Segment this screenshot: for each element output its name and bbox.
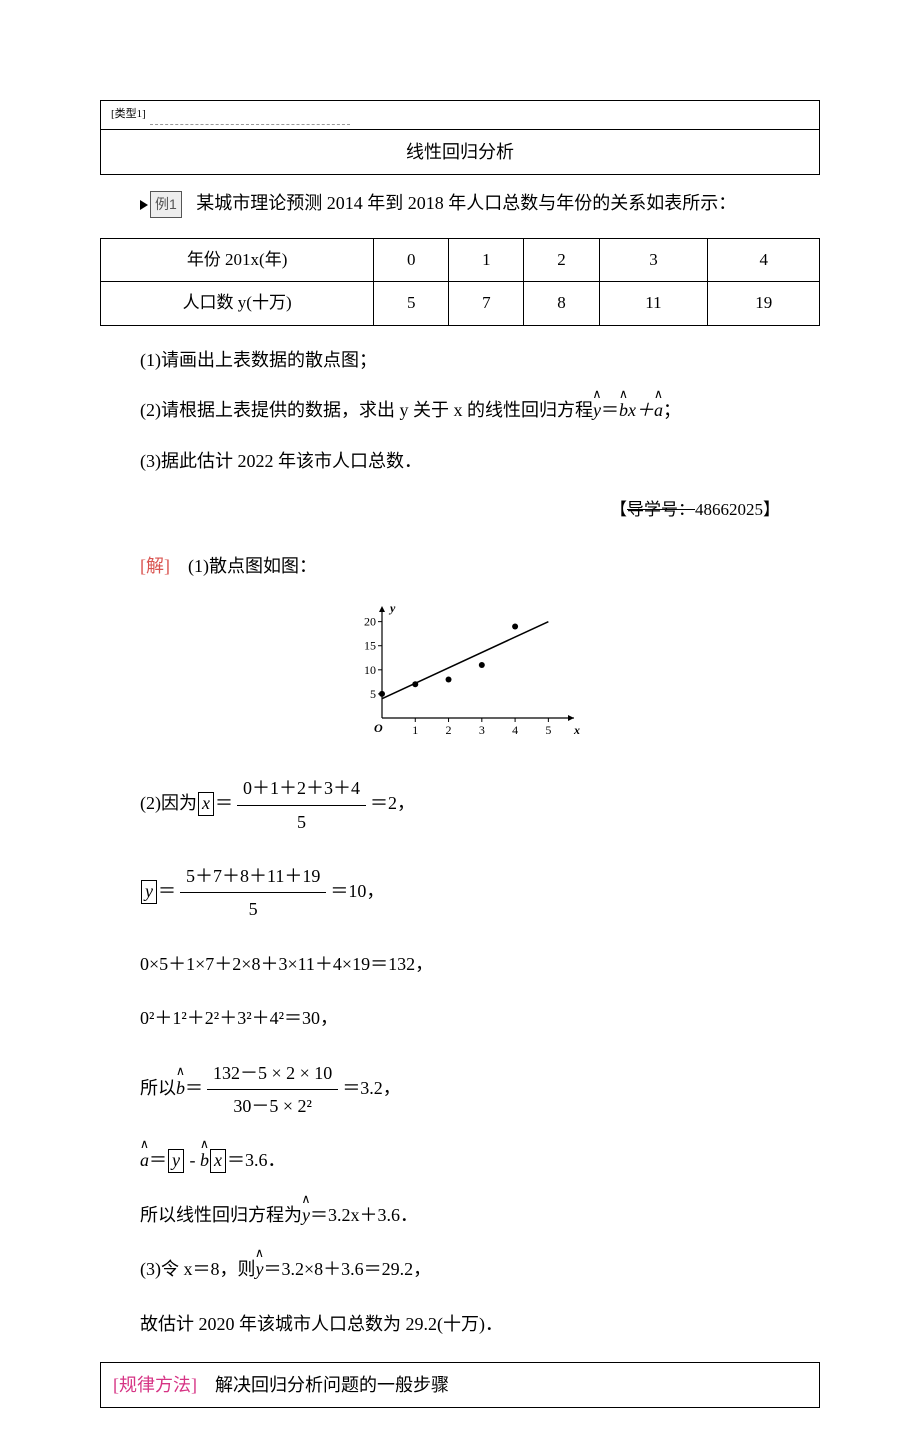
svg-text:x: x (573, 723, 580, 737)
intro-text: 某城市理论预测 2014 年到 2018 年人口总数与年份的关系如表所示： (196, 193, 736, 213)
header-title: 线性回归分析 (101, 130, 819, 174)
num: 5＋7＋8＋11＋19 (180, 860, 326, 893)
row1-label: 年份 201x(年) (101, 238, 374, 282)
y-hat: y (302, 1199, 310, 1231)
regression-line: 所以线性回归方程为y＝3.2x＋3.6． (140, 1199, 820, 1231)
type-label: [类型1] (111, 105, 146, 125)
guide-strike: 导学号： (627, 500, 695, 519)
cell: 7 (449, 282, 524, 326)
svg-text:3: 3 (479, 723, 485, 737)
rule-text: 解决回归分析问题的一般步骤 (215, 1375, 449, 1395)
bhat-val: ＝3.2， (342, 1078, 401, 1098)
xbar-box: x (210, 1149, 226, 1173)
row2-label: 人口数 y(十万) (101, 282, 374, 326)
prediction: (3)令 x＝8，则y＝3.2×8＋3.6＝29.2， (140, 1253, 820, 1285)
b-hat: b (619, 394, 628, 426)
cell: 11 (599, 282, 708, 326)
bhat-frac: 132－5 × 2 × 1030－5 × 2² (207, 1057, 338, 1123)
ahat-val: ＝3.6． (227, 1150, 286, 1170)
svg-text:5: 5 (545, 723, 551, 737)
conclusion: 故估计 2020 年该城市人口总数为 29.2(十万)． (140, 1308, 820, 1340)
underline-decoration (150, 113, 350, 125)
prefix: (2)因为 (140, 793, 197, 813)
den: 30－5 × 2² (207, 1090, 338, 1122)
a-hat: a (654, 394, 663, 426)
svg-text:O: O (374, 721, 383, 735)
question-3: (3)据此估计 2022 年该市人口总数． (140, 445, 820, 477)
num: 0＋1＋2＋3＋4 (237, 772, 366, 805)
example-intro: 例1 某城市理论预测 2014 年到 2018 年人口总数与年份的关系如表所示： (140, 187, 820, 219)
bracket-open: 【 (610, 500, 627, 519)
x-plus: x＋ (628, 400, 654, 420)
rule-label: [规律方法] (113, 1375, 197, 1395)
data-table: 年份 201x(年) 0 1 2 3 4 人口数 y(十万) 5 7 8 11 … (100, 238, 820, 326)
scatter-chart: 1 2 3 4 5 5 10 15 20 Ox y (100, 600, 820, 750)
cell: 2 (524, 238, 599, 282)
guide-number: 【导学号：48662025】 (100, 495, 780, 526)
question-1: (1)请画出上表数据的散点图； (140, 344, 820, 376)
svg-text:2: 2 (446, 723, 452, 737)
calc-bhat: 所以b＝132－5 × 2 × 1030－5 × 2²＝3.2， (140, 1057, 820, 1123)
sol-1-text: (1)散点图如图： (188, 556, 317, 576)
xbar-box: x (198, 792, 214, 816)
eq-sign: ＝ (601, 400, 619, 420)
den: 5 (180, 893, 326, 925)
calc-sumxy: 0×5＋1×7＋2×8＋3×11＋4×19＝132， (140, 948, 820, 980)
xbar-val: ＝2， (370, 793, 415, 813)
table-row: 年份 201x(年) 0 1 2 3 4 (101, 238, 820, 282)
cell: 0 (374, 238, 449, 282)
solution-line-1: [解] (1)散点图如图： (140, 550, 820, 582)
cell: 1 (449, 238, 524, 282)
rule-box: [规律方法] 解决回归分析问题的一般步骤 (100, 1362, 820, 1408)
calc-ahat: a＝y - bx＝3.6． (140, 1144, 820, 1176)
cell: 19 (708, 282, 820, 326)
ybar-frac: 5＋7＋8＋11＋195 (180, 860, 326, 926)
question-2: (2)请根据上表提供的数据，求出 y 关于 x 的线性回归方程y＝bx＋a； (140, 394, 820, 426)
prefix: (3)令 x＝8，则 (140, 1259, 256, 1279)
svg-text:10: 10 (364, 663, 376, 677)
guide-num: 48662025】 (695, 500, 780, 519)
svg-text:4: 4 (512, 723, 518, 737)
table-row: 人口数 y(十万) 5 7 8 11 19 (101, 282, 820, 326)
cell: 3 (599, 238, 708, 282)
den: 5 (237, 806, 366, 838)
b-hat: b (176, 1072, 185, 1104)
num: 132－5 × 2 × 10 (207, 1057, 338, 1090)
q2-prefix: (2)请根据上表提供的数据，求出 y 关于 x 的线性回归方程 (140, 400, 593, 420)
y-hat: y (256, 1253, 264, 1285)
header-small-row: [类型1] (101, 101, 819, 130)
a-hat: a (140, 1144, 149, 1176)
b-hat: b (200, 1144, 209, 1176)
y-hat: y (593, 394, 601, 426)
eq: ＝3.2×8＋3.6＝29.2， (264, 1259, 432, 1279)
q2-suffix: ； (663, 400, 681, 420)
calc-ybar: y＝5＋7＋8＋11＋195＝10， (140, 860, 820, 926)
xbar-frac: 0＋1＋2＋3＋45 (237, 772, 366, 838)
cell: 5 (374, 282, 449, 326)
triangle-icon (140, 200, 148, 210)
svg-text:5: 5 (370, 687, 376, 701)
example-marker: 例1 (150, 191, 182, 218)
prefix: 所以 (140, 1078, 176, 1098)
eq: ＝3.2x＋3.6． (310, 1205, 418, 1225)
solution-label: [解] (140, 556, 170, 576)
ybar-box: y (168, 1149, 184, 1173)
cell: 8 (524, 282, 599, 326)
svg-text:15: 15 (364, 639, 376, 653)
ybar-box: y (141, 880, 157, 904)
svg-text:y: y (388, 601, 396, 615)
calc-sumx2: 0²＋1²＋2²＋3²＋4²＝30， (140, 1002, 820, 1034)
header-box: [类型1] 线性回归分析 (100, 100, 820, 175)
chart-svg: 1 2 3 4 5 5 10 15 20 Ox y (340, 600, 580, 740)
cell: 4 (708, 238, 820, 282)
prefix: 所以线性回归方程为 (140, 1205, 302, 1225)
svg-text:1: 1 (412, 723, 418, 737)
svg-text:20: 20 (364, 615, 376, 629)
ybar-val: ＝10， (330, 881, 384, 901)
calc-xbar: (2)因为x＝0＋1＋2＋3＋45＝2， (140, 772, 820, 838)
